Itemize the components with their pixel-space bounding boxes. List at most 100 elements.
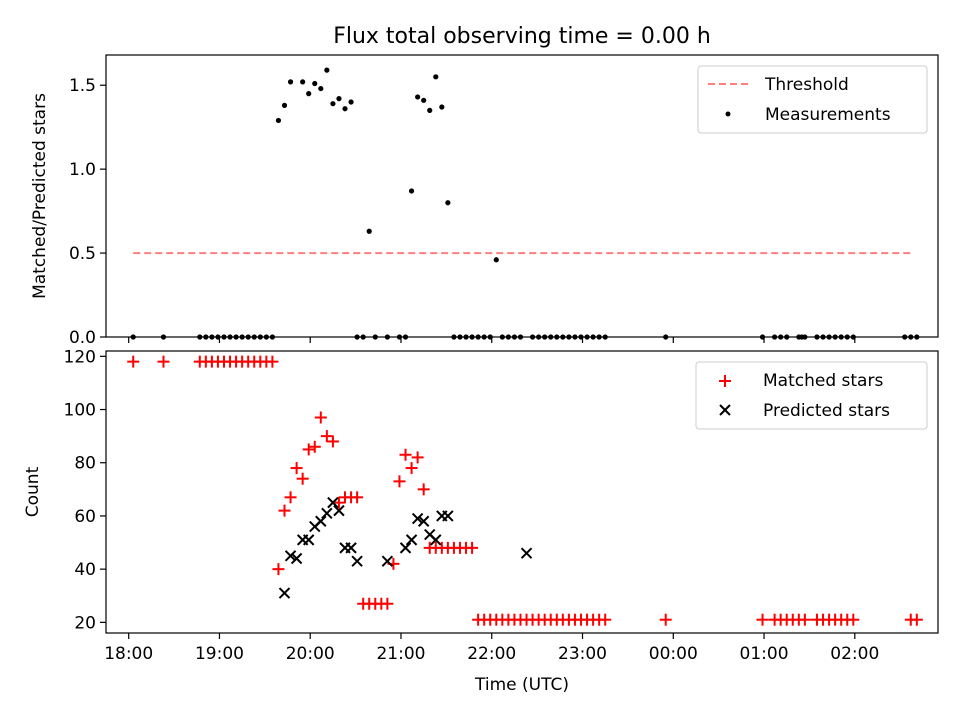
matched-star-marker [308, 440, 321, 453]
predicted-star-marker [351, 555, 363, 567]
matched-star-marker [278, 504, 291, 517]
x-tick-label: 19:00 [195, 644, 244, 664]
top-panel: 0.0 0.5 1.0 1.5 Matched/Predicted stars Thr… [30, 54, 939, 348]
measurement-point [281, 102, 288, 108]
predicted-star-marker [278, 587, 291, 599]
matched-star-marker [127, 355, 140, 368]
y-tick-label: 0.5 [69, 244, 96, 264]
top-y-axis-label: Matched/Predicted stars [30, 93, 50, 299]
legend-measurements-label: Measurements [765, 105, 891, 125]
chart-title: Flux total observing time = 0.00 h [333, 24, 711, 49]
y-tick-label: 1.0 [69, 160, 96, 180]
x-tick-label: 02:00 [830, 644, 879, 664]
bottom-panel: 20 40 60 80 100 120 18:00 19:00 20:00 21:00 22:00… [23, 347, 939, 695]
measurement-point [330, 101, 336, 107]
matched-star-marker [756, 613, 769, 626]
measurement-point [348, 99, 354, 105]
bottom-legend: Matched stars Predicted stars [695, 361, 928, 430]
predicted-star-marker [405, 534, 418, 546]
x-tick-label: 20:00 [286, 644, 335, 664]
measurement-point [493, 257, 499, 263]
y-tick-label: 40 [74, 560, 96, 580]
predicted-star-marker [520, 547, 533, 559]
y-tick-label: 100 [64, 401, 96, 421]
matched-star-marker [296, 472, 309, 485]
y-tick-label: 80 [74, 454, 96, 474]
legend-threshold-label: Threshold [764, 75, 849, 95]
x-tick-label: 18:00 [104, 644, 153, 664]
measurement-point [336, 96, 342, 102]
measurement-point [366, 228, 372, 234]
legend-measurements-swatch [725, 111, 731, 117]
y-tick-label: 1.5 [69, 76, 96, 96]
x-tick-label: 01:00 [740, 644, 789, 664]
matched-star-marker [157, 355, 170, 368]
measurement-point [439, 104, 445, 110]
top-legend: Threshold Measurements [697, 65, 928, 134]
matched-star-marker [320, 430, 333, 443]
y-tick-label: 120 [64, 347, 96, 367]
predicted-star-marker [315, 515, 327, 527]
predicted-star-marker [327, 496, 339, 509]
measurement-point [318, 85, 324, 92]
legend-matched-label: Matched stars [763, 371, 883, 391]
matched-star-marker [332, 496, 345, 509]
measurement-point [408, 188, 415, 194]
measurement-point [427, 107, 433, 113]
x-tick-label: 21:00 [376, 644, 425, 664]
matched-star-marker [284, 491, 297, 504]
predicted-star-marker [345, 542, 357, 554]
predicted-star-marker [430, 534, 442, 546]
predicted-star-marker [417, 515, 430, 527]
x-tick-label: 00:00 [649, 644, 698, 664]
measurement-point [275, 117, 282, 124]
bottom-axes-frame [105, 350, 939, 634]
top-legend-box [697, 65, 928, 134]
measurement-point [324, 67, 330, 73]
matched-star-marker [393, 475, 406, 488]
matched-star-marker [302, 443, 315, 456]
predicted-star-marker [321, 507, 333, 519]
legend-predicted-swatch [719, 404, 731, 416]
predicted-star-marker [411, 512, 424, 525]
matched-star-marker [411, 451, 424, 464]
matched-star-marker [405, 462, 418, 475]
y-tick-label: 60 [74, 507, 96, 527]
measurement-point [306, 91, 312, 97]
predicted-star-marker [381, 555, 394, 567]
matched-star-marker [290, 462, 303, 475]
measurement-point [415, 94, 421, 100]
matched-star-marker [351, 491, 364, 504]
x-tick-label: 22:00 [467, 644, 516, 664]
matched-star-marker [659, 613, 672, 626]
measurement-point [312, 80, 318, 87]
legend-predicted-label: Predicted stars [763, 401, 890, 421]
predicted-star-marker [302, 534, 315, 546]
predicted-star-marker [333, 504, 345, 517]
measurement-point [445, 200, 451, 206]
x-axis-label: Time (UTC) [474, 675, 569, 695]
matched-star-marker [847, 613, 860, 626]
measurement-point [300, 79, 306, 85]
matched-star-marker [599, 613, 612, 626]
matched-star-marker [314, 411, 327, 424]
measurement-point [287, 79, 294, 85]
matched-star-marker [266, 355, 279, 368]
y-tick-label: 0.0 [69, 328, 96, 348]
measurement-point [421, 97, 427, 103]
predicted-star-marker [284, 550, 297, 562]
matched-star-marker [381, 597, 394, 610]
matched-star-marker [399, 448, 412, 461]
bottom-legend-box [695, 361, 928, 430]
y-tick-label: 20 [74, 613, 96, 633]
predicted-star-marker [290, 552, 303, 565]
predicted-star-marker [442, 510, 454, 522]
matched-star-marker [798, 613, 811, 626]
matched-star-marker [326, 435, 339, 448]
predicted-star-marker [399, 542, 412, 554]
top-axes-frame [105, 54, 939, 338]
measurement-point [342, 106, 348, 112]
measurement-point [433, 74, 439, 80]
matched-star-marker [417, 483, 430, 496]
